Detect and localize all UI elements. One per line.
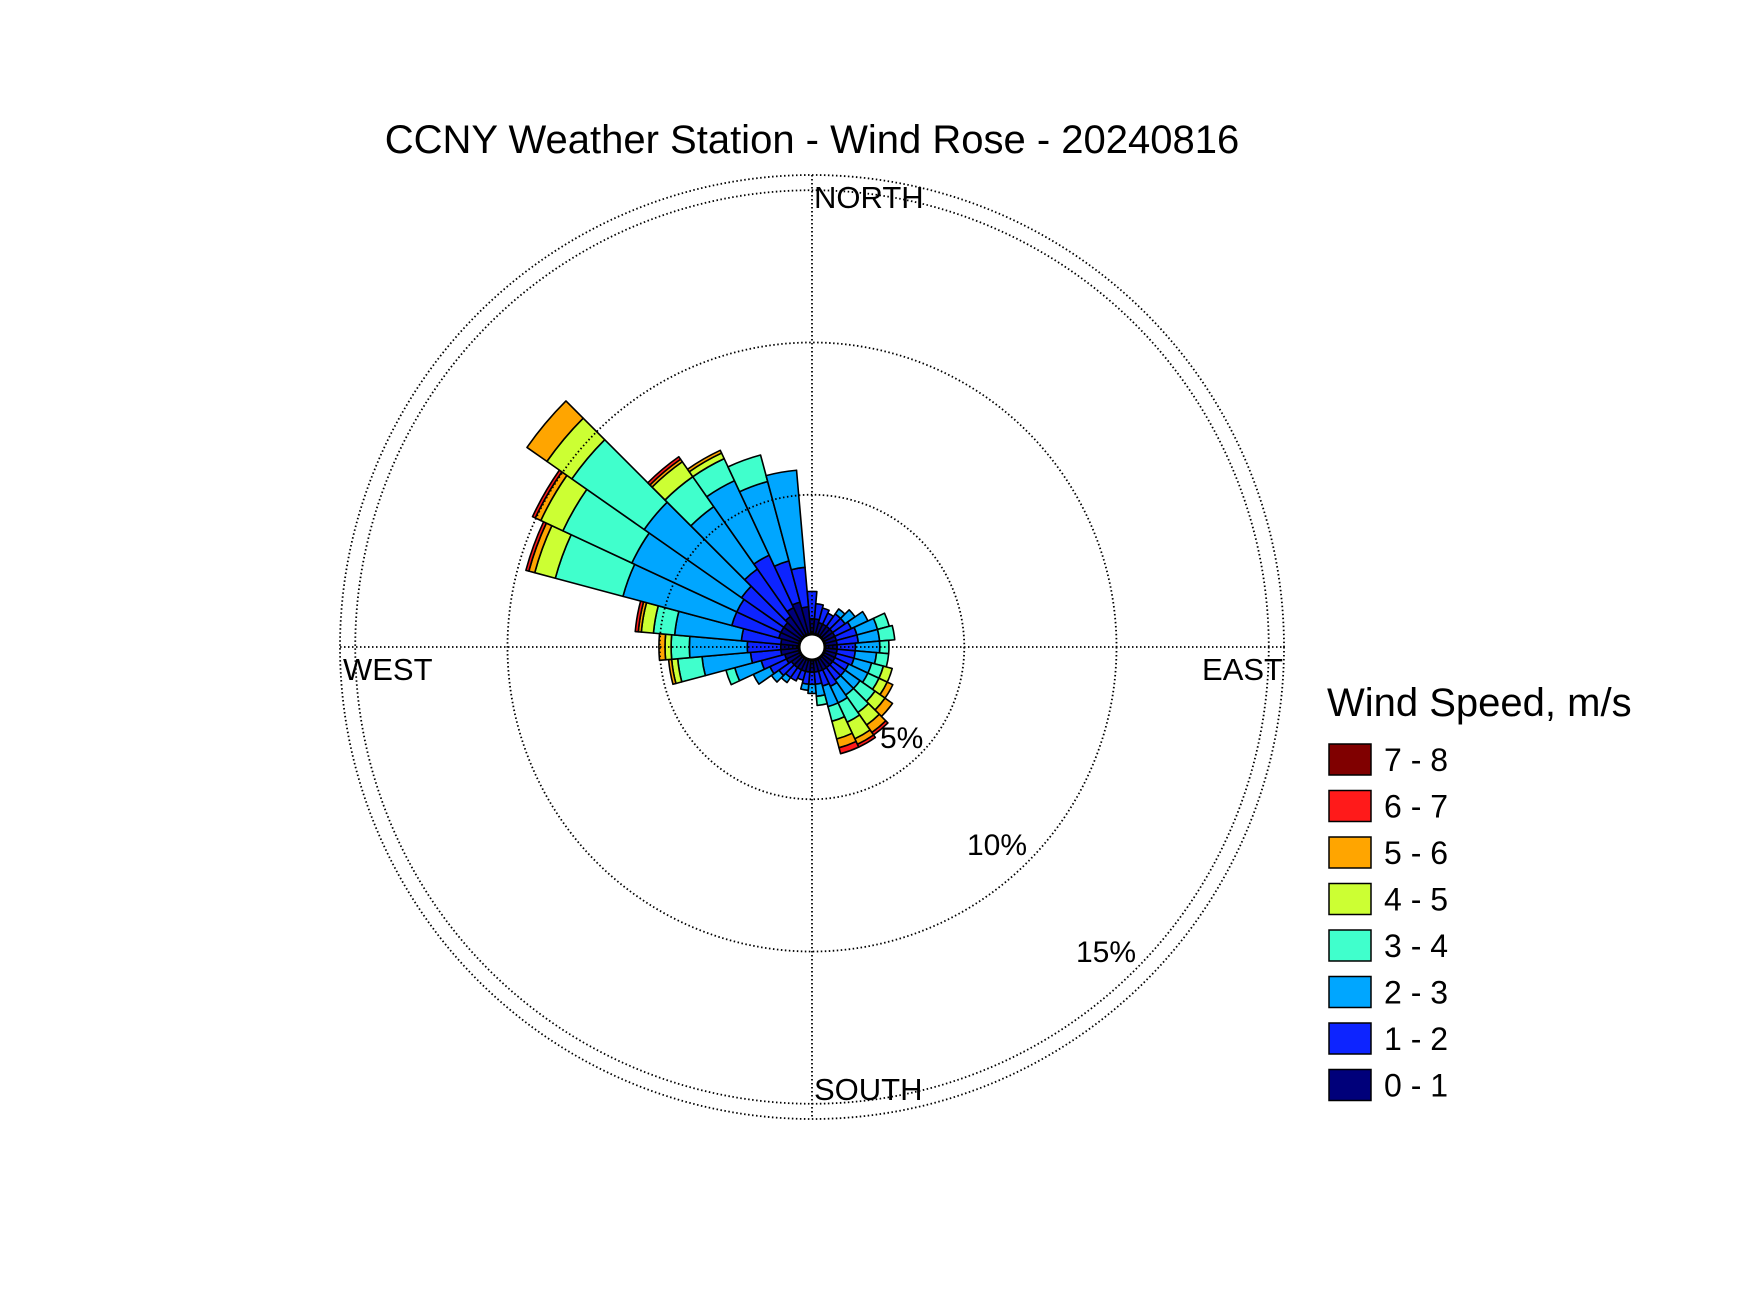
legend-items: 7 - 8 6 - 7 5 - 6 4 - 5 3 - 4 2 - 3 1 - 2 0 - 1 [1328, 742, 1448, 1104]
ring-label-10: 10% [967, 829, 1027, 862]
sector-10-bin-1-2 [813, 602, 825, 621]
legend-swatch-3-4 [1328, 929, 1372, 962]
legend-swatch-6-7 [1328, 789, 1372, 823]
legend-swatch-2-3 [1328, 975, 1372, 1009]
sector-20-bin-1-2 [817, 607, 830, 625]
sector-80-bin-3-4 [876, 624, 896, 642]
legend-label-7-8: 7 - 8 [1384, 742, 1448, 778]
east-label: EAST [1202, 652, 1283, 687]
sector-160-bin-6-7 [838, 740, 860, 755]
sector-180-bin-2-3 [807, 683, 817, 695]
legend-label-4-5: 4 - 5 [1384, 882, 1448, 918]
sector-190-bin-2-3 [799, 682, 810, 692]
sector-170-bin-3-4 [815, 694, 828, 707]
legend-label-0-1: 0 - 1 [1384, 1068, 1448, 1104]
legend-swatch-4-5 [1328, 882, 1372, 916]
legend-label-2-3: 2 - 3 [1384, 975, 1448, 1011]
sector-260-bin-3-4 [676, 655, 707, 683]
ring-label-15: 15% [1076, 936, 1136, 969]
sector-330-bin-5-6 [686, 449, 723, 473]
west-label: WEST [343, 652, 433, 687]
legend-label-6-7: 6 - 7 [1384, 789, 1448, 825]
sector-310-bin-5-6 [526, 400, 584, 463]
north-label: NORTH [814, 180, 924, 215]
legend-title: Wind Speed, m/s [1327, 681, 1632, 725]
south-label: SOUTH [814, 1072, 923, 1107]
sector-320-bin-6-7 [646, 455, 682, 486]
ring-label-5: 5% [880, 722, 923, 755]
wind-sectors [525, 400, 896, 755]
calm-circle [797, 632, 827, 662]
legend-label-3-4: 3 - 4 [1384, 928, 1448, 964]
sector-340-bin-3-4 [727, 454, 769, 493]
chart-title: CCNY Weather Station - Wind Rose - 20240… [385, 118, 1240, 162]
legend-swatch-1-2 [1328, 1022, 1372, 1055]
legend: Wind Speed, m/s 7 - 8 6 - 7 5 - 6 4 - 5 3 - … [1327, 681, 1632, 1104]
outer-ring [339, 174, 1285, 1120]
legend-swatch-7-8 [1328, 743, 1372, 776]
legend-swatch-0-1 [1328, 1068, 1372, 1102]
legend-swatch-5-6 [1328, 836, 1372, 869]
legend-label-5-6: 5 - 6 [1384, 835, 1448, 871]
legend-label-1-2: 1 - 2 [1384, 1021, 1448, 1057]
